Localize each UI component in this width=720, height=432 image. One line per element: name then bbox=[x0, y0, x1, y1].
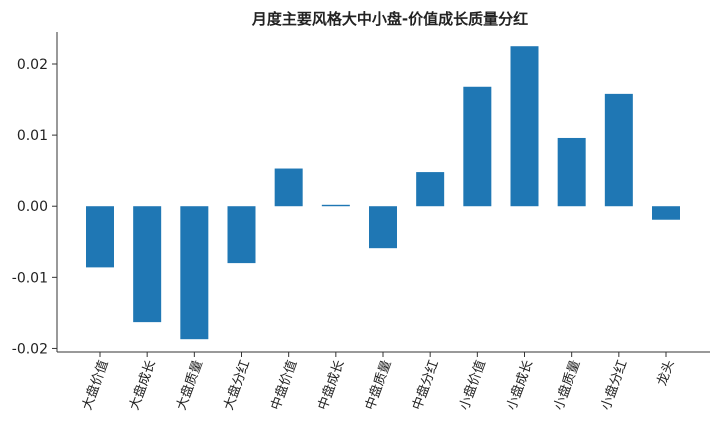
bar-3 bbox=[180, 206, 209, 340]
bar-6 bbox=[321, 204, 350, 207]
bars-group bbox=[86, 46, 680, 340]
x-tick-label: 小盘价值 bbox=[456, 358, 489, 412]
bar-10 bbox=[510, 46, 539, 207]
bar-13 bbox=[652, 206, 680, 220]
x-tick-label: 大盘价值 bbox=[79, 358, 112, 412]
x-tick-label: 中盘分红 bbox=[409, 358, 442, 412]
bar-5 bbox=[274, 168, 303, 207]
bar-4 bbox=[227, 206, 256, 264]
y-tick-label: -0.02 bbox=[12, 341, 48, 357]
bar-12 bbox=[604, 93, 633, 207]
y-tick-label: 0.01 bbox=[17, 128, 48, 144]
x-tick-label: 龙头 bbox=[655, 358, 678, 388]
x-tick-label: 小盘分红 bbox=[598, 358, 631, 412]
x-tick-label: 中盘质量 bbox=[362, 358, 395, 412]
bar-1 bbox=[86, 206, 114, 268]
y-axis: -0.02 -0.01 0.00 0.01 0.02 bbox=[12, 32, 58, 357]
y-tick-label: 0.02 bbox=[17, 57, 48, 73]
x-tick-label: 中盘价值 bbox=[268, 358, 301, 412]
bar-8 bbox=[416, 172, 445, 207]
bar-7 bbox=[369, 206, 397, 249]
bar-11 bbox=[557, 137, 586, 207]
y-tick-label: 0.00 bbox=[17, 199, 48, 215]
bar-9 bbox=[463, 86, 492, 207]
bar-2 bbox=[133, 206, 162, 323]
x-tick-label: 大盘成长 bbox=[126, 358, 159, 412]
x-tick-label: 大盘质量 bbox=[173, 358, 206, 412]
y-tick-label: -0.01 bbox=[12, 270, 48, 286]
x-tick-label: 小盘质量 bbox=[551, 358, 584, 412]
x-tick-label: 大盘分红 bbox=[220, 358, 253, 412]
chart-title: 月度主要风格大中小盘-价值成长质量分红 bbox=[251, 10, 528, 28]
x-tick-label: 小盘成长 bbox=[503, 358, 536, 412]
x-axis: 大盘价值 大盘成长 大盘质量 大盘分红 中盘价值 中盘成长 中盘质量 中盘分红 小盘价值 小盘成长… bbox=[57, 351, 710, 412]
x-tick-label: 中盘成长 bbox=[315, 358, 348, 412]
